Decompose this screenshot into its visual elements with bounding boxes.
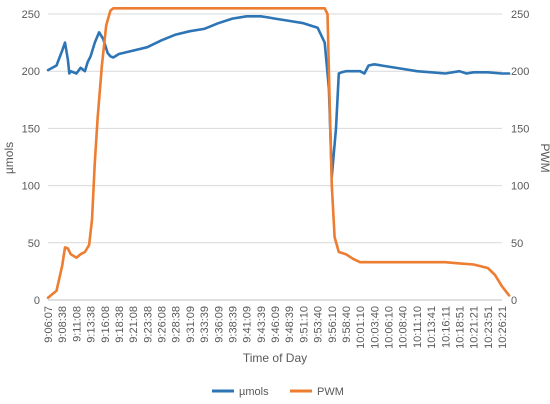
y-left-tick-label: 100 (22, 181, 40, 193)
x-tick-label: 9:26:08 (157, 306, 169, 343)
x-tick-label: 10:21:21 (469, 306, 481, 349)
y-axis-left-title: µmols (2, 142, 16, 174)
y-right-tick-label: 0 (511, 295, 517, 307)
x-tick-label: 9:16:08 (100, 306, 112, 343)
y-left-tick-label: 150 (22, 123, 40, 135)
y-axis-right-title: PWM (538, 143, 550, 172)
x-tick-label: 9:56:10 (327, 306, 339, 343)
y-right-tick-label: 50 (511, 238, 523, 250)
y-axis-right-ticks: 0 50 100 150 200 250 (511, 9, 529, 307)
y-axis-left-ticks: 0 50 100 150 200 250 (22, 9, 40, 307)
x-tick-label: 10:16:11 (440, 306, 452, 348)
x-tick-label: 9:38:39 (227, 306, 239, 343)
x-tick-label: 10:23:51 (483, 306, 495, 349)
x-tick-label: 10:18:51 (454, 306, 466, 349)
x-tick-label: 9:51:10 (298, 306, 310, 343)
x-tick-label: 9:48:39 (284, 306, 296, 343)
x-tick-label: 10:01:10 (355, 306, 367, 349)
x-axis-ticks: 9:06:07 9:08:38 9:11:08 9:13:38 9:16:08 9:18:… (43, 306, 509, 349)
x-tick-label: 9:43:39 (256, 306, 268, 343)
x-tick-label: 9:46:09 (270, 306, 282, 343)
x-axis-title: Time of Day (243, 351, 307, 365)
x-tick-label: 9:08:38 (57, 306, 69, 343)
legend-label: µmols (239, 386, 269, 398)
x-tick-label: 9:58:40 (341, 306, 353, 343)
x-tick-label: 10:03:40 (369, 306, 381, 349)
x-tick-label: 10:11:10 (412, 306, 424, 348)
y-left-tick-label: 200 (22, 66, 40, 78)
y-left-tick-label: 50 (28, 238, 40, 250)
x-tick-label: 9:23:38 (142, 306, 154, 343)
x-tick-label: 9:41:09 (242, 306, 254, 343)
x-tick-label: 9:28:38 (171, 306, 183, 343)
gridlines (48, 13, 502, 301)
x-tick-label: 9:36:09 (213, 306, 225, 343)
y-right-tick-label: 150 (511, 123, 529, 135)
series-line-umols (46, 14, 511, 178)
legend: µmols PWM (212, 386, 344, 398)
y-right-tick-label: 250 (511, 9, 529, 21)
x-tick-label: 9:11:08 (71, 306, 83, 342)
y-left-tick-label: 0 (34, 295, 40, 307)
series-line-pwm (46, 7, 511, 300)
x-tick-label: 9:13:38 (86, 306, 98, 343)
x-tick-label: 9:21:08 (128, 306, 140, 343)
x-tick-label: 9:53:40 (313, 306, 325, 343)
series-lines (46, 7, 511, 300)
x-tick-label: 10:08:40 (398, 306, 410, 349)
x-tick-label: 9:18:38 (114, 306, 126, 343)
x-tick-label: 9:33:39 (199, 306, 211, 343)
x-tick-label: 9:06:07 (43, 306, 55, 343)
x-tick-label: 10:06:10 (384, 306, 396, 349)
x-tick-label: 9:31:09 (185, 306, 197, 343)
y-left-tick-label: 250 (22, 9, 40, 21)
x-tick-label: 10:13:41 (426, 306, 438, 349)
y-right-tick-label: 100 (511, 181, 529, 193)
legend-label: PWM (317, 386, 344, 398)
y-right-tick-label: 200 (511, 66, 529, 78)
x-tick-label: 10:26:21 (497, 306, 509, 349)
